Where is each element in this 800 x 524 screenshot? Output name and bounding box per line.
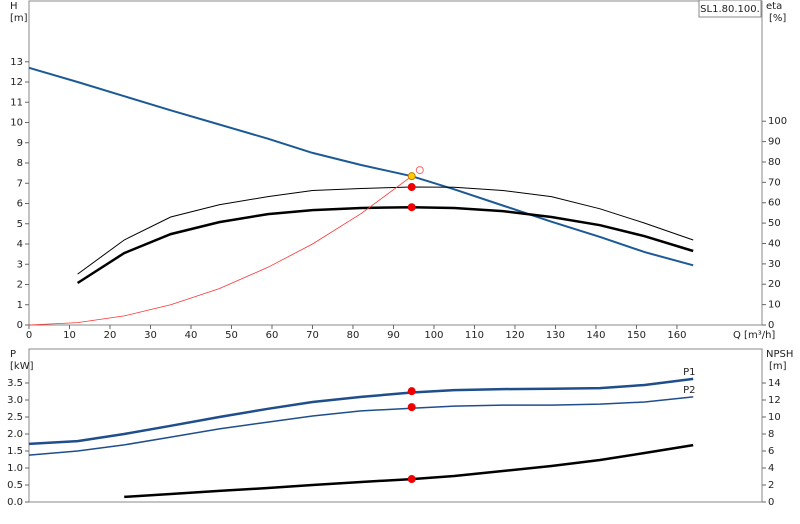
x-tick-label: 140 xyxy=(586,330,605,341)
y2-tick-label: 0 xyxy=(768,320,774,331)
y2-tick-label: 12 xyxy=(768,395,781,406)
y-tick-label: 13 xyxy=(10,57,23,68)
y2-tick-label: 60 xyxy=(768,198,781,209)
y2-tick-label: 14 xyxy=(768,378,781,389)
y2-tick-label: 100 xyxy=(768,116,787,127)
y2-tick-label: 80 xyxy=(768,157,781,168)
x-tick-label: 100 xyxy=(424,330,443,341)
operating-point xyxy=(407,203,416,212)
curve xyxy=(124,443,694,499)
y2-tick-label: 10 xyxy=(768,412,781,423)
y2-axis-label: eta xyxy=(766,1,782,12)
y-tick-label: 9 xyxy=(17,138,23,149)
x-tick-label: 80 xyxy=(347,330,360,341)
y-tick-label: 2.0 xyxy=(7,429,23,440)
y-axis-label: P xyxy=(10,349,16,360)
operating-point xyxy=(407,183,416,192)
y2-tick-label: 40 xyxy=(768,238,781,249)
x-tick-label: 20 xyxy=(104,330,117,341)
curve xyxy=(28,396,694,456)
x-tick-label: 150 xyxy=(627,330,646,341)
plot-frame xyxy=(28,0,763,326)
curve xyxy=(28,66,694,267)
x-tick-label: 110 xyxy=(465,330,484,341)
y-tick-label: 2.5 xyxy=(7,412,23,423)
y2-tick-label: 70 xyxy=(768,177,781,188)
y-tick-label: 4 xyxy=(17,239,23,250)
y2-tick-label: 50 xyxy=(768,218,781,229)
y2-tick-label: 6 xyxy=(768,446,774,457)
y-tick-label: 1.0 xyxy=(7,463,23,474)
operating-point xyxy=(415,166,424,175)
operating-point xyxy=(407,403,416,412)
plot-frame xyxy=(28,348,763,503)
y-axis-unit: [m] xyxy=(10,13,28,24)
curve xyxy=(77,186,694,275)
x-axis-label: Q [m³/h] xyxy=(733,330,775,341)
y2-tick-label: 2 xyxy=(768,480,774,491)
x-tick-label: 50 xyxy=(225,330,238,341)
y2-tick-label: 8 xyxy=(768,429,774,440)
y2-tick-label: 20 xyxy=(768,279,781,290)
x-tick-label: 130 xyxy=(546,330,565,341)
x-tick-label: 10 xyxy=(63,330,76,341)
y-tick-label: 0.5 xyxy=(7,480,23,491)
y-tick-label: 5 xyxy=(17,219,23,230)
y-axis-unit: [kW] xyxy=(10,361,34,372)
y2-tick-label: 90 xyxy=(768,137,781,148)
y-tick-label: 10 xyxy=(10,118,23,129)
y-tick-label: 2 xyxy=(17,280,23,291)
x-tick-label: 0 xyxy=(26,330,32,341)
y-tick-label: 3 xyxy=(17,259,23,270)
y-tick-label: 1.5 xyxy=(7,446,23,457)
y2-axis-unit: [m] xyxy=(769,361,787,372)
y2-axis-label: NPSH xyxy=(766,349,793,360)
curve xyxy=(76,205,694,285)
y-tick-label: 6 xyxy=(17,199,23,210)
y-tick-label: 3.0 xyxy=(7,395,23,406)
x-tick-label: 120 xyxy=(505,330,524,341)
y-tick-label: 8 xyxy=(17,158,23,169)
x-tick-label: 160 xyxy=(667,330,686,341)
y-tick-label: 3.5 xyxy=(7,378,23,389)
y-tick-label: 7 xyxy=(17,178,23,189)
y-axis-label: H xyxy=(10,1,18,12)
y2-tick-label: 30 xyxy=(768,259,781,270)
y-tick-label: 1 xyxy=(17,300,23,311)
y-tick-label: 11 xyxy=(10,97,23,108)
series-label: P2 xyxy=(683,385,695,396)
x-tick-label: 70 xyxy=(306,330,319,341)
y-tick-label: 12 xyxy=(10,77,23,88)
x-tick-label: 60 xyxy=(266,330,279,341)
x-tick-label: 90 xyxy=(387,330,400,341)
chart-title: SL1.80.100. xyxy=(700,4,760,15)
y-tick-label: 0.0 xyxy=(7,497,23,508)
y2-tick-label: 10 xyxy=(768,300,781,311)
y-tick-label: 0 xyxy=(17,320,23,331)
series-label: P1 xyxy=(683,367,695,378)
x-tick-label: 30 xyxy=(144,330,157,341)
y2-tick-label: 4 xyxy=(768,463,774,474)
x-tick-label: 40 xyxy=(185,330,198,341)
curve xyxy=(28,377,694,446)
operating-point xyxy=(407,475,416,484)
y2-axis-unit: [%] xyxy=(769,13,786,24)
operating-point xyxy=(407,387,416,396)
title-box xyxy=(698,0,762,18)
curve xyxy=(28,175,412,326)
y2-tick-label: 0 xyxy=(768,497,774,508)
operating-point xyxy=(407,172,416,181)
